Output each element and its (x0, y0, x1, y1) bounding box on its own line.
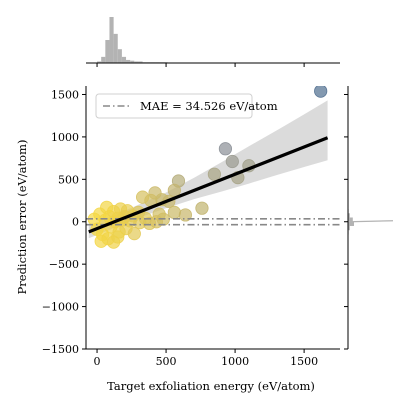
regression-line (88, 136, 329, 234)
top-histogram-bar (109, 17, 114, 63)
y-tick-label: 1000 (51, 131, 79, 144)
scatter-point (100, 200, 114, 214)
legend-box (95, 93, 253, 119)
right-histogram-bar (348, 217, 353, 222)
y-tick-label: 500 (58, 173, 79, 186)
right-histogram-bar (348, 221, 354, 226)
y-tick-label: −500 (49, 258, 79, 271)
scatter-point (225, 154, 239, 169)
top-marginal-histogram (86, 17, 340, 67)
x-tick-label: 500 (156, 355, 177, 368)
scatter-point (135, 190, 150, 204)
x-axis-label: Target exfoliation energy (eV/atom) (107, 379, 315, 393)
y-axis-label: Prediction error (eV/atom) (15, 140, 29, 295)
top-histogram-bar (130, 60, 135, 63)
x-tick-label: 1000 (221, 355, 249, 368)
top-histogram-bar (126, 59, 131, 63)
scatter-point (167, 205, 181, 220)
top-histogram-bar (101, 56, 106, 63)
y-tick-label: 1500 (51, 88, 79, 101)
right-histogram-bar (348, 225, 350, 231)
right-marginal-histogram (344, 86, 394, 350)
top-histogram-bar (105, 40, 110, 63)
y-tick-label: −1500 (42, 343, 79, 356)
legend-label: MAE = 34.526 eV/atom (140, 99, 278, 113)
scatter-point (167, 183, 181, 197)
legend: MAE = 34.526 eV/atom (95, 93, 278, 119)
plot-area (86, 86, 340, 249)
top-histogram-bar (121, 56, 127, 63)
scatter-point (127, 227, 141, 241)
top-histogram-bar (138, 61, 143, 63)
scatter-point (195, 201, 209, 215)
right-histogram-bar (348, 213, 350, 218)
scatter-point (111, 230, 125, 244)
x-tick-label: 1500 (290, 355, 318, 368)
top-histogram-bar (113, 33, 118, 63)
y-tick-label: −1000 (42, 301, 79, 314)
top-histogram-bar (117, 49, 122, 63)
x-tick-label: 0 (94, 355, 101, 368)
axes: 0 500 1000 1500 −1500 −1000 −500 0 500 1000 1500 (42, 86, 340, 368)
scatter-point (314, 86, 328, 98)
scatter-point (207, 167, 221, 181)
y-tick-label: 0 (72, 216, 79, 229)
right-histogram-density-line (349, 220, 394, 223)
top-histogram-bar (134, 61, 139, 63)
scatter-point (218, 142, 233, 156)
top-histogram-bar (97, 61, 102, 63)
